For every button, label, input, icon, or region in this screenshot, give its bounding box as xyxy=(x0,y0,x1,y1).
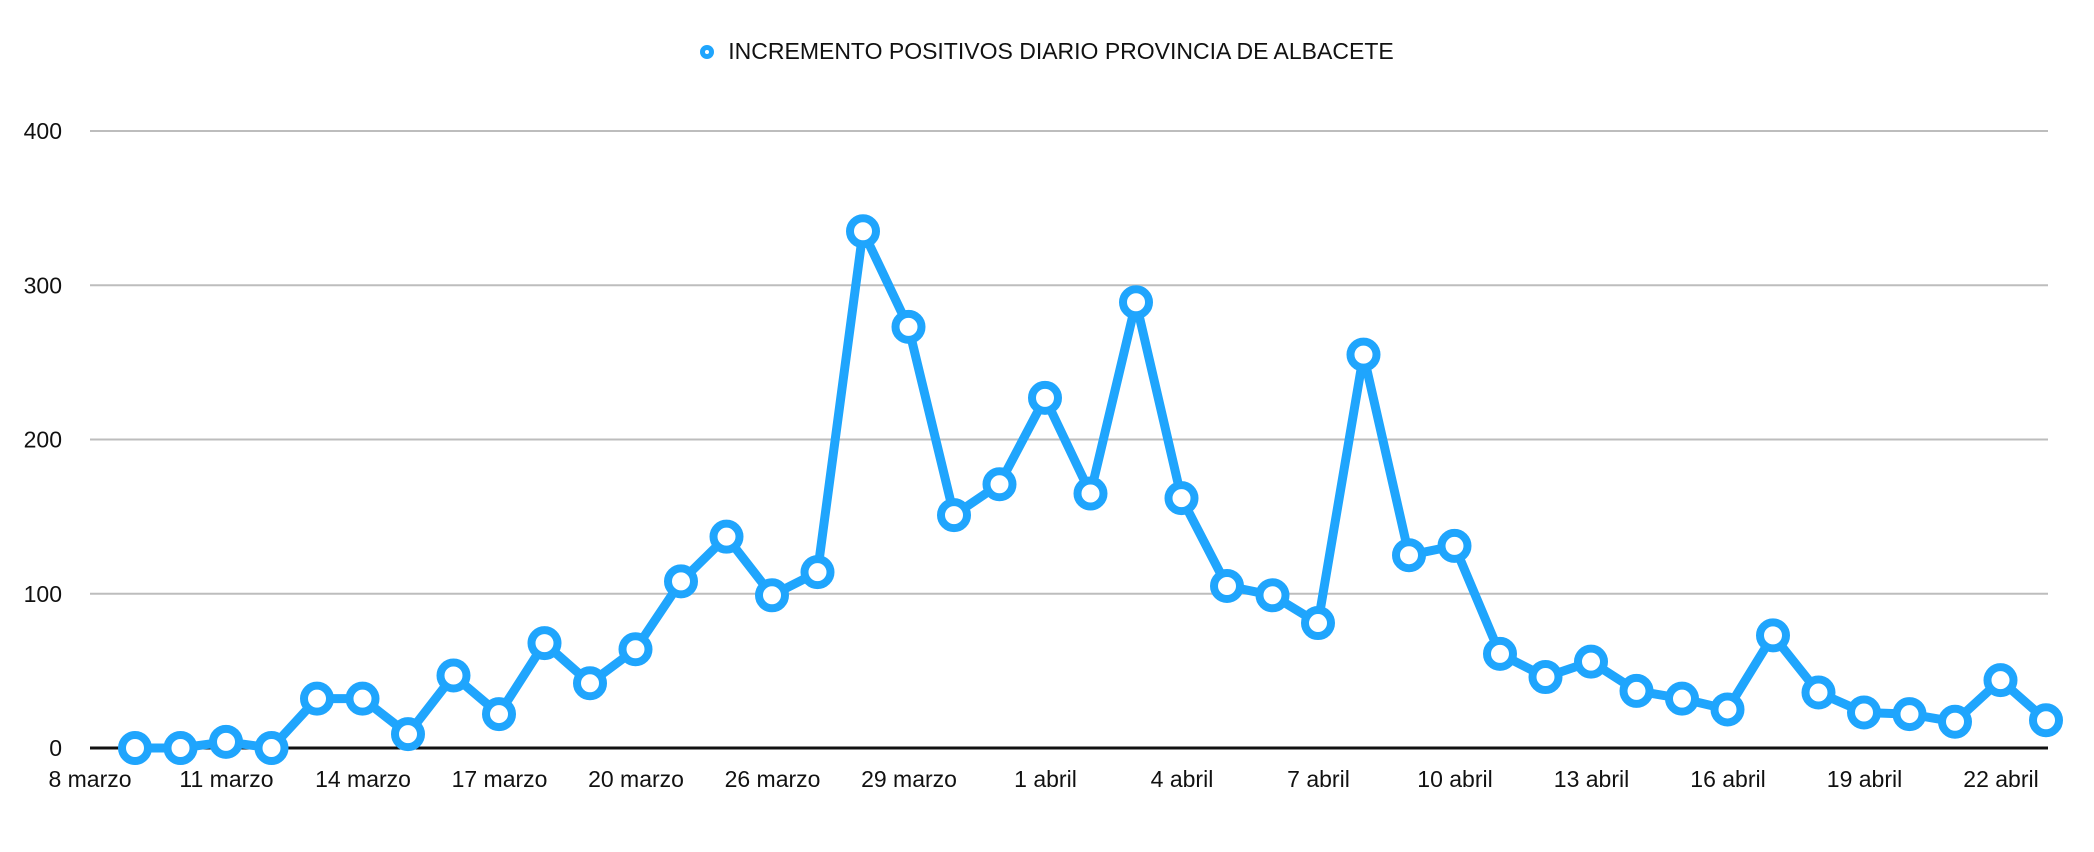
data-point-marker xyxy=(1892,697,1927,732)
x-tick-label: 17 marzo xyxy=(452,766,548,792)
x-tick-label: 19 abril xyxy=(1827,766,1902,792)
data-point-marker xyxy=(709,519,744,554)
data-point-marker xyxy=(1528,660,1563,695)
data-point-marker xyxy=(1119,285,1153,320)
data-point-marker xyxy=(527,626,562,661)
data-point-marker xyxy=(618,632,653,667)
data-point-marker xyxy=(1210,569,1244,604)
data-point-marker xyxy=(1847,695,1881,730)
data-point-marker xyxy=(800,555,835,590)
data-point-marker xyxy=(1665,681,1699,716)
data-point-marker xyxy=(982,467,1017,502)
data-point-marker xyxy=(1574,644,1608,679)
y-tick-label: 0 xyxy=(49,735,62,761)
data-point-marker xyxy=(1756,618,1790,653)
data-point-marker xyxy=(345,681,380,716)
x-tick-label: 10 abril xyxy=(1417,766,1492,792)
legend: INCREMENTO POSITIVOS DIARIO PROVINCIA DE… xyxy=(0,38,2094,65)
data-point-marker xyxy=(1028,380,1062,415)
data-point-marker xyxy=(1801,675,1836,710)
x-tick-label: 4 abril xyxy=(1151,766,1214,792)
y-axis: 0 100 200 300 400 xyxy=(24,118,62,761)
data-point-marker xyxy=(1164,481,1199,516)
x-tick-label: 22 abril xyxy=(1963,766,2038,792)
data-point-marker xyxy=(1483,636,1517,671)
x-tick-label: 13 abril xyxy=(1554,766,1629,792)
x-tick-label: 7 abril xyxy=(1287,766,1350,792)
x-tick-label: 11 marzo xyxy=(179,766,273,792)
data-point-marker xyxy=(436,658,471,693)
data-point-marker xyxy=(1301,606,1335,641)
x-tick-label: 8 marzo xyxy=(48,766,131,792)
data-point-marker xyxy=(1710,692,1745,727)
data-point-marker xyxy=(573,666,607,701)
data-point-marker xyxy=(2029,703,2063,738)
x-tick-label: 26 marzo xyxy=(725,766,821,792)
data-point-marker xyxy=(755,578,789,613)
x-tick-label: 29 marzo xyxy=(861,766,957,792)
y-tick-label: 200 xyxy=(24,427,62,453)
data-point-marker xyxy=(391,717,425,752)
data-point-marker xyxy=(1619,673,1654,708)
data-point-marker xyxy=(1255,578,1290,613)
data-point-marker xyxy=(891,309,926,344)
data-series xyxy=(118,214,2063,765)
y-tick-label: 100 xyxy=(24,581,62,607)
y-tick-label: 300 xyxy=(24,272,62,298)
data-point-marker xyxy=(846,214,880,249)
x-tick-label: 20 marzo xyxy=(588,766,684,792)
x-tick-label: 16 abril xyxy=(1690,766,1765,792)
data-point-marker xyxy=(163,731,198,765)
legend-label: INCREMENTO POSITIVOS DIARIO PROVINCIA DE… xyxy=(728,38,1394,64)
data-point-marker xyxy=(254,731,289,765)
data-point-marker xyxy=(482,697,516,732)
data-point-marker xyxy=(1437,528,1472,563)
data-point-marker xyxy=(300,681,334,716)
x-axis: 8 marzo 11 marzo 14 marzo 17 marzo 20 marzo 2… xyxy=(48,766,2038,792)
data-point-marker xyxy=(937,498,971,533)
x-tick-label: 14 marzo xyxy=(315,766,411,792)
data-point-marker xyxy=(664,564,698,599)
x-tick-label: 1 abril xyxy=(1014,766,1077,792)
data-point-marker xyxy=(209,724,243,759)
ring-marker-icon xyxy=(700,44,715,59)
data-point-marker xyxy=(1073,476,1108,511)
data-point-marker xyxy=(1346,337,1381,372)
data-point-marker xyxy=(118,731,152,765)
data-point-marker xyxy=(1983,663,2018,698)
data-point-marker xyxy=(1938,704,1972,739)
y-tick-label: 400 xyxy=(24,118,62,144)
data-point-marker xyxy=(1392,538,1426,573)
